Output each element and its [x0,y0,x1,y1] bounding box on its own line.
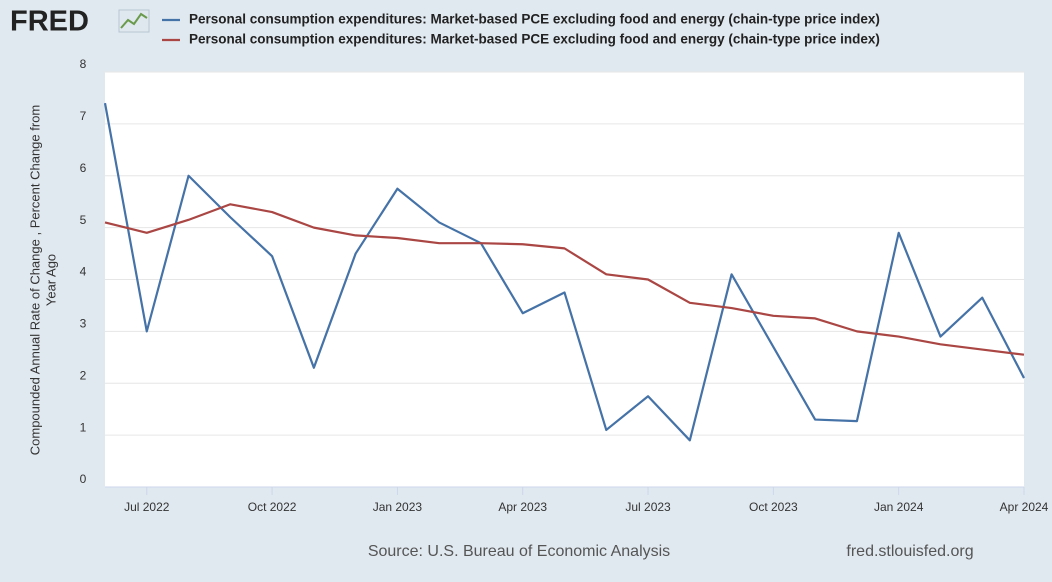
series-line [104,203,1025,356]
logo-icon [118,9,150,33]
series-line [103,102,1025,442]
y-tick-label: 3 [80,317,87,331]
x-tick-label: Apr 2024 [1000,500,1049,514]
y-tick-label: 6 [80,161,87,175]
legend-label: Personal consumption expenditures: Marke… [189,32,880,47]
site: fred.stlouisfed.org [846,543,973,560]
x-tick-label: Oct 2022 [248,500,297,514]
y-label-line: Year Ago [43,254,58,306]
y-tick-label: 2 [80,368,87,382]
y-tick-label: 4 [80,265,87,279]
x-tick-label: Jul 2023 [625,500,671,514]
y-tick-label: 1 [80,420,87,434]
x-tick-label: Jan 2024 [874,500,924,514]
logo: FRED [10,6,89,38]
legend-label: Personal consumption expenditures: Marke… [189,12,880,27]
y-tick-label: 7 [80,109,87,123]
y-axis-label: Compounded Annual Rate of Change , Perce… [27,105,58,456]
x-tick-label: Jul 2022 [124,500,170,514]
y-label-line: Compounded Annual Rate of Change , Perce… [27,105,42,456]
y-tick-label: 0 [80,472,87,486]
y-tick-label: 8 [80,57,87,71]
x-tick-label: Jan 2023 [373,500,423,514]
source: Source: U.S. Bureau of Economic Analysis [368,543,670,560]
x-tick-label: Apr 2023 [498,500,547,514]
x-tick-label: Oct 2023 [749,500,798,514]
y-tick-label: 5 [80,213,87,227]
